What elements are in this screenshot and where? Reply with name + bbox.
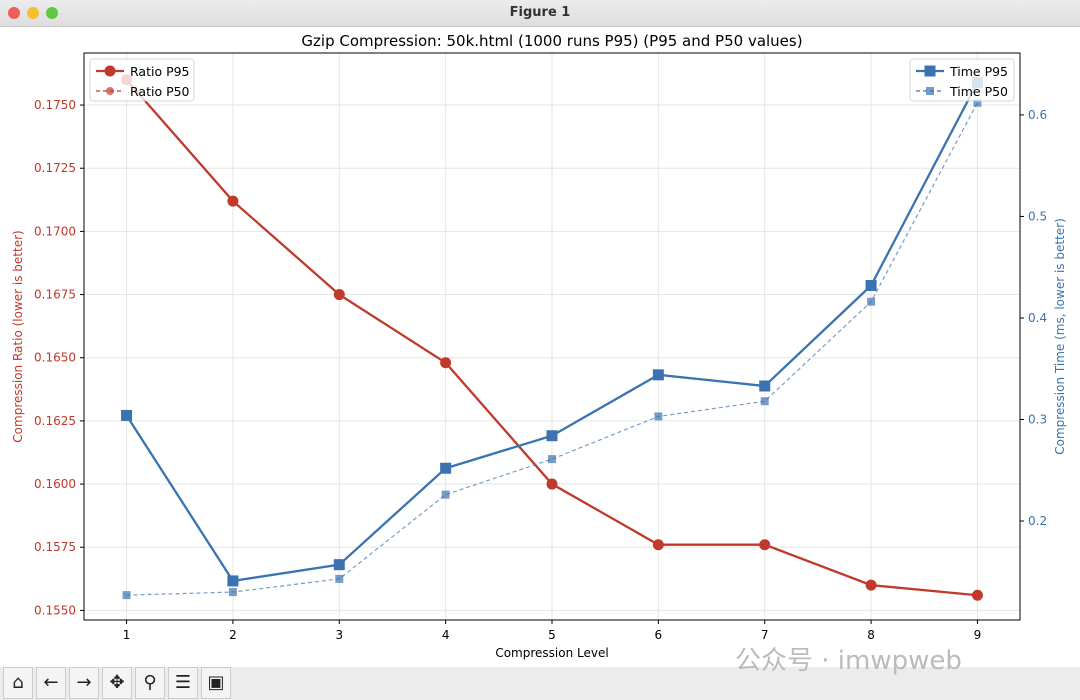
- legend-marker: [926, 87, 934, 95]
- y-right-tick-label: 0.5: [1028, 209, 1047, 223]
- y-right-tick-label: 0.3: [1028, 412, 1047, 426]
- data-point: [121, 409, 133, 421]
- data-point: [865, 579, 877, 591]
- data-point: [441, 490, 450, 499]
- maximize-button[interactable]: [46, 7, 58, 19]
- y-left-tick-label: 0.1675: [34, 288, 76, 302]
- y-left-tick-label: 0.1750: [34, 98, 76, 112]
- x-tick-label: 4: [442, 628, 450, 642]
- legend-label: Time P95: [949, 64, 1008, 79]
- data-point: [333, 559, 345, 571]
- y-left-tick-label: 0.1625: [34, 414, 76, 428]
- data-point: [867, 297, 876, 306]
- plot-frame: [83, 52, 1021, 621]
- pan-button[interactable]: ✥: [102, 667, 132, 699]
- data-point: [865, 279, 877, 291]
- configure-button[interactable]: ☰: [168, 667, 198, 699]
- data-point: [122, 591, 131, 600]
- legend-label: Time P50: [949, 84, 1008, 99]
- data-point: [228, 588, 237, 597]
- save-button[interactable]: ▣: [201, 667, 231, 699]
- y-left-tick-label: 0.1725: [34, 161, 76, 175]
- toolbar: ⌂ ← → ✥ ⚲ ☰ ▣: [0, 667, 1080, 700]
- data-point: [440, 357, 452, 369]
- legend-box: [89, 58, 195, 102]
- legend-label: Ratio P95: [130, 64, 190, 79]
- window-title: Figure 1: [509, 5, 571, 20]
- data-point: [973, 98, 982, 107]
- data-point: [333, 289, 345, 301]
- data-point: [759, 539, 771, 551]
- data-point: [760, 397, 769, 406]
- y-left-tick-label: 0.1700: [34, 224, 76, 238]
- x-tick-label: 3: [335, 628, 343, 642]
- home-button[interactable]: ⌂: [3, 667, 33, 699]
- y-right-tick-label: 0.6: [1028, 108, 1047, 122]
- data-point: [971, 589, 983, 601]
- data-point: [546, 478, 558, 490]
- back-button[interactable]: ←: [36, 667, 66, 699]
- legend-marker: [924, 65, 936, 77]
- data-point: [652, 369, 664, 381]
- x-tick-label: 8: [867, 628, 875, 642]
- watermark: 公众号 · imwpweb: [735, 646, 962, 676]
- y-right-tick-label: 0.2: [1028, 514, 1047, 528]
- legend-marker: [104, 65, 116, 77]
- forward-button[interactable]: →: [69, 667, 99, 699]
- data-point: [227, 195, 239, 207]
- data-point: [335, 574, 344, 583]
- y-left-axis-label: Compression Ratio (lower is better): [11, 230, 25, 442]
- data-point: [654, 412, 663, 421]
- x-tick-label: 1: [123, 628, 131, 642]
- legend-marker: [106, 87, 114, 95]
- legend-label: Ratio P50: [130, 84, 190, 99]
- legend-box: [909, 58, 1015, 102]
- y-left-tick-label: 0.1575: [34, 540, 76, 554]
- x-axis-label: Compression Level: [495, 646, 608, 660]
- chart-title: Gzip Compression: 50k.html (1000 runs P9…: [301, 32, 802, 50]
- chart: Gzip Compression: 50k.html (1000 runs P9…: [11, 32, 1067, 660]
- series-line-time-p50: [126, 102, 978, 596]
- y-left-tick-label: 0.1650: [34, 351, 76, 365]
- data-point: [440, 462, 452, 474]
- x-tick-label: 2: [229, 628, 237, 642]
- minimize-button[interactable]: [27, 7, 39, 19]
- data-point: [652, 539, 664, 551]
- y-right-tick-label: 0.4: [1028, 311, 1047, 325]
- close-button[interactable]: [8, 7, 20, 19]
- data-point: [759, 380, 771, 392]
- x-tick-label: 6: [655, 628, 663, 642]
- data-point: [227, 575, 239, 587]
- y-left-tick-label: 0.1600: [34, 477, 76, 491]
- x-tick-label: 9: [974, 628, 982, 642]
- y-right-axis-label: Compression Time (ms, lower is better): [1053, 218, 1067, 455]
- y-left-tick-label: 0.1550: [34, 603, 76, 617]
- zoom-button[interactable]: ⚲: [135, 667, 165, 699]
- data-point: [548, 455, 556, 464]
- data-point: [546, 430, 558, 442]
- x-tick-label: 5: [548, 628, 556, 642]
- window-titlebar: Figure 1: [0, 0, 1080, 27]
- x-tick-label: 7: [761, 628, 769, 642]
